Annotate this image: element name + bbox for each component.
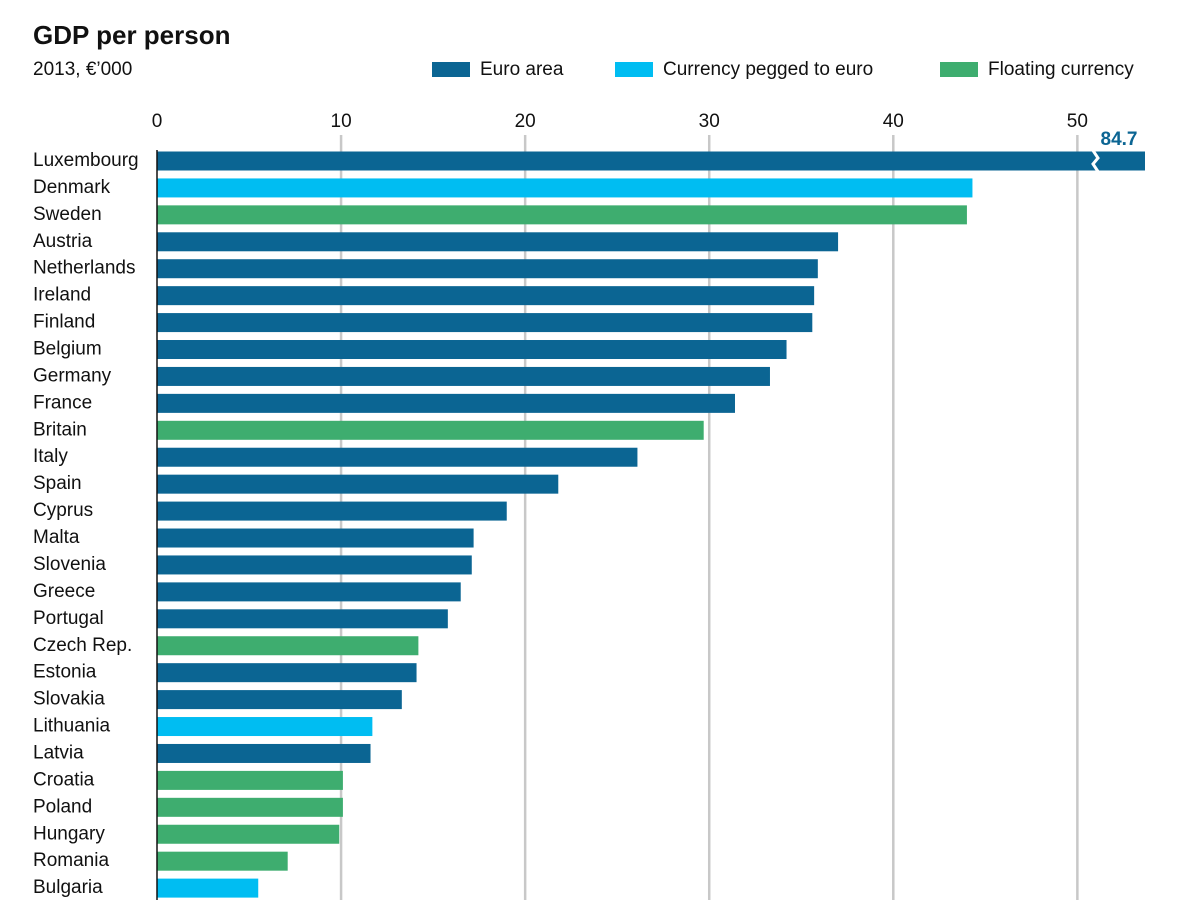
legend-swatch xyxy=(615,62,653,77)
y-tick-label: Belgium xyxy=(33,339,102,360)
bar xyxy=(157,232,839,252)
bar xyxy=(157,555,472,575)
bar xyxy=(157,824,340,844)
y-tick-label: Ireland xyxy=(33,285,91,306)
bar xyxy=(157,420,704,440)
y-tick-label: Sweden xyxy=(33,204,102,225)
axis-break xyxy=(1091,149,1100,173)
bar xyxy=(157,447,638,467)
y-tick-label: Slovakia xyxy=(33,689,105,710)
y-tick-label: Slovenia xyxy=(33,554,106,575)
y-tick-label: Italy xyxy=(33,446,68,467)
bar xyxy=(157,636,419,656)
bar xyxy=(157,474,559,494)
legend-label: Floating currency xyxy=(988,59,1134,80)
bar xyxy=(157,851,288,871)
bar xyxy=(157,717,373,737)
bar xyxy=(157,366,770,386)
bar xyxy=(157,797,343,817)
y-tick-label: Cyprus xyxy=(33,500,93,521)
bar xyxy=(157,770,343,790)
legend-swatch xyxy=(940,62,978,77)
bar xyxy=(157,609,448,629)
y-tick-label: Czech Rep. xyxy=(33,635,132,656)
x-tick-label: 40 xyxy=(883,111,904,132)
y-tick-label: Bulgaria xyxy=(33,877,103,898)
x-tick-label: 50 xyxy=(1067,111,1088,132)
y-tick-label: Latvia xyxy=(33,742,84,763)
y-tick-label: Hungary xyxy=(33,823,105,844)
value-label: 84.7 xyxy=(1101,129,1138,150)
y-tick-label: Portugal xyxy=(33,608,104,629)
bar xyxy=(157,528,474,548)
x-tick-label: 20 xyxy=(515,111,536,132)
y-tick-label: Germany xyxy=(33,365,112,386)
bar xyxy=(157,582,461,602)
bar xyxy=(157,743,371,763)
bar xyxy=(157,151,1145,171)
y-tick-label: Romania xyxy=(33,850,109,871)
y-tick-label: France xyxy=(33,392,92,413)
bar xyxy=(157,286,815,306)
bar xyxy=(157,663,417,683)
chart-title: GDP per person xyxy=(33,20,230,50)
x-tick-label: 10 xyxy=(331,111,352,132)
bar xyxy=(157,393,735,413)
y-tick-label: Croatia xyxy=(33,769,95,790)
bar xyxy=(157,340,787,360)
y-tick-label: Spain xyxy=(33,473,82,494)
bar xyxy=(157,501,507,521)
y-tick-label: Greece xyxy=(33,581,95,602)
y-tick-label: Luxembourg xyxy=(33,150,139,171)
y-tick-label: Finland xyxy=(33,312,95,333)
bar xyxy=(157,690,402,710)
legend-label: Currency pegged to euro xyxy=(663,59,873,80)
x-tick-label: 30 xyxy=(699,111,720,132)
x-tick-label: 0 xyxy=(152,111,163,132)
y-tick-label: Netherlands xyxy=(33,258,135,279)
bar xyxy=(157,259,818,279)
y-tick-label: Lithuania xyxy=(33,716,111,737)
bar xyxy=(157,178,973,198)
y-tick-label: Austria xyxy=(33,231,93,252)
chart-subtitle: 2013, €’000 xyxy=(33,59,132,80)
legend-label: Euro area xyxy=(480,59,564,80)
y-tick-label: Estonia xyxy=(33,662,97,683)
y-tick-label: Britain xyxy=(33,419,87,440)
y-tick-label: Malta xyxy=(33,527,80,548)
y-tick-label: Poland xyxy=(33,796,92,817)
bar xyxy=(157,878,259,898)
bar xyxy=(157,313,813,333)
y-tick-label: Denmark xyxy=(33,177,111,198)
bar xyxy=(157,205,967,225)
legend-swatch xyxy=(432,62,470,77)
